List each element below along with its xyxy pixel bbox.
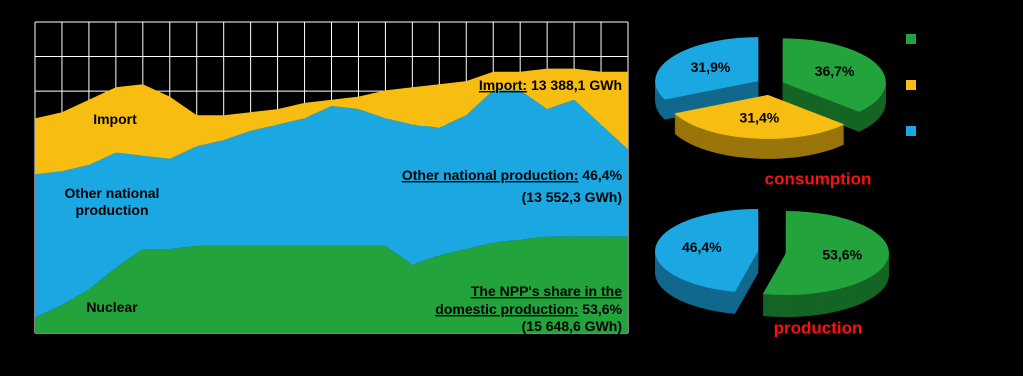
series-label: Other national production [64, 185, 160, 218]
area-label: Other national production [64, 185, 160, 218]
area [35, 90, 628, 318]
pie-label: 31,4% [740, 110, 780, 126]
pie-label: 36,7% [815, 63, 855, 79]
annotation-underlined: Import: [479, 77, 527, 93]
pie-title: production [774, 318, 863, 337]
pie-slice [762, 211, 889, 296]
pie-title: consumption [765, 169, 872, 188]
area-label: Import [93, 110, 137, 127]
pie-slice [674, 94, 845, 139]
annotation: Import: 13 388,1 GWh [479, 77, 622, 93]
pie-label: 46,4% [682, 239, 722, 255]
annotation-text: 53,6% [578, 301, 622, 317]
annotation-text: 46,4% [578, 167, 622, 183]
annotation-text: (13 552,3 GWh) [522, 189, 622, 205]
annotation-underlined: The NPP's share in the [471, 283, 622, 299]
annotation-text: (15 648,6 GWh) [522, 318, 622, 334]
pie-slice [782, 38, 886, 112]
annotation-underlined: domestic production: [435, 301, 578, 317]
annotation-text: 13 388,1 GWh [527, 77, 622, 93]
area-label: Nuclear [86, 298, 138, 315]
legend-swatch [906, 126, 916, 136]
pie-slice [655, 37, 759, 100]
area [35, 68, 628, 175]
pie-label: 31,9% [691, 59, 731, 75]
annotation: Other national production: 46,4% [402, 167, 623, 183]
series-label: Nuclear [86, 298, 138, 315]
legend-swatch [906, 34, 916, 44]
annotation: (15 648,6 GWh) [522, 318, 622, 334]
annotation: (13 552,3 GWh) [522, 189, 622, 205]
pie-label: 53,6% [822, 246, 862, 262]
series-label: Import [93, 110, 137, 127]
annotation: domestic production: 53,6% [435, 301, 622, 317]
pie-slice [655, 208, 759, 292]
legend-swatch [906, 80, 916, 90]
annotation: The NPP's share in the [471, 283, 622, 299]
area [35, 236, 628, 333]
annotation-underlined: Other national production: [402, 167, 579, 183]
